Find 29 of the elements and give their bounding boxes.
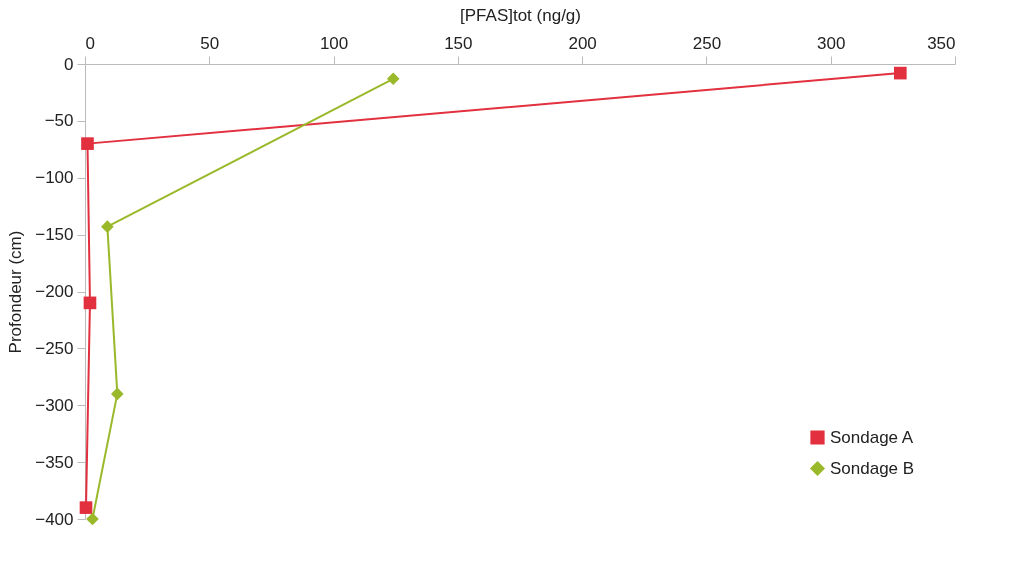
y-tick-label: −400 bbox=[35, 509, 74, 529]
point bbox=[79, 501, 93, 514]
legend-label: Sondage A bbox=[830, 427, 914, 447]
y-tick-label: 0 bbox=[64, 54, 74, 74]
x-tick-label: 100 bbox=[319, 33, 349, 53]
x-tick-label: 350 bbox=[927, 33, 956, 53]
x-axis-title: [PFAS]tot (ng/g) bbox=[460, 5, 581, 25]
y-axis-title: Profondeur (cm) bbox=[6, 230, 26, 354]
y-tick-label: −150 bbox=[35, 225, 74, 245]
x-tick-label: 300 bbox=[817, 33, 846, 53]
x-tick-label: 0 bbox=[85, 33, 95, 53]
point bbox=[110, 387, 124, 401]
x-tick-label: 50 bbox=[200, 33, 220, 53]
y-tick-label: −250 bbox=[35, 338, 74, 358]
y-tick-label: −300 bbox=[35, 395, 74, 415]
point bbox=[101, 220, 114, 233]
x-tick-label: 150 bbox=[444, 33, 473, 53]
legend-label: Sondage B bbox=[830, 458, 915, 478]
x-tick-label: 200 bbox=[568, 33, 597, 53]
y-tick-label: −200 bbox=[35, 282, 74, 301]
point bbox=[86, 512, 99, 526]
point bbox=[386, 72, 400, 86]
y-tick-label: −350 bbox=[35, 452, 74, 472]
x-tick-label: 250 bbox=[692, 33, 722, 53]
y-tick-label: −50 bbox=[44, 111, 74, 131]
point bbox=[893, 66, 907, 80]
point bbox=[81, 137, 94, 150]
y-tick-label: −100 bbox=[35, 168, 74, 188]
point bbox=[83, 296, 97, 310]
